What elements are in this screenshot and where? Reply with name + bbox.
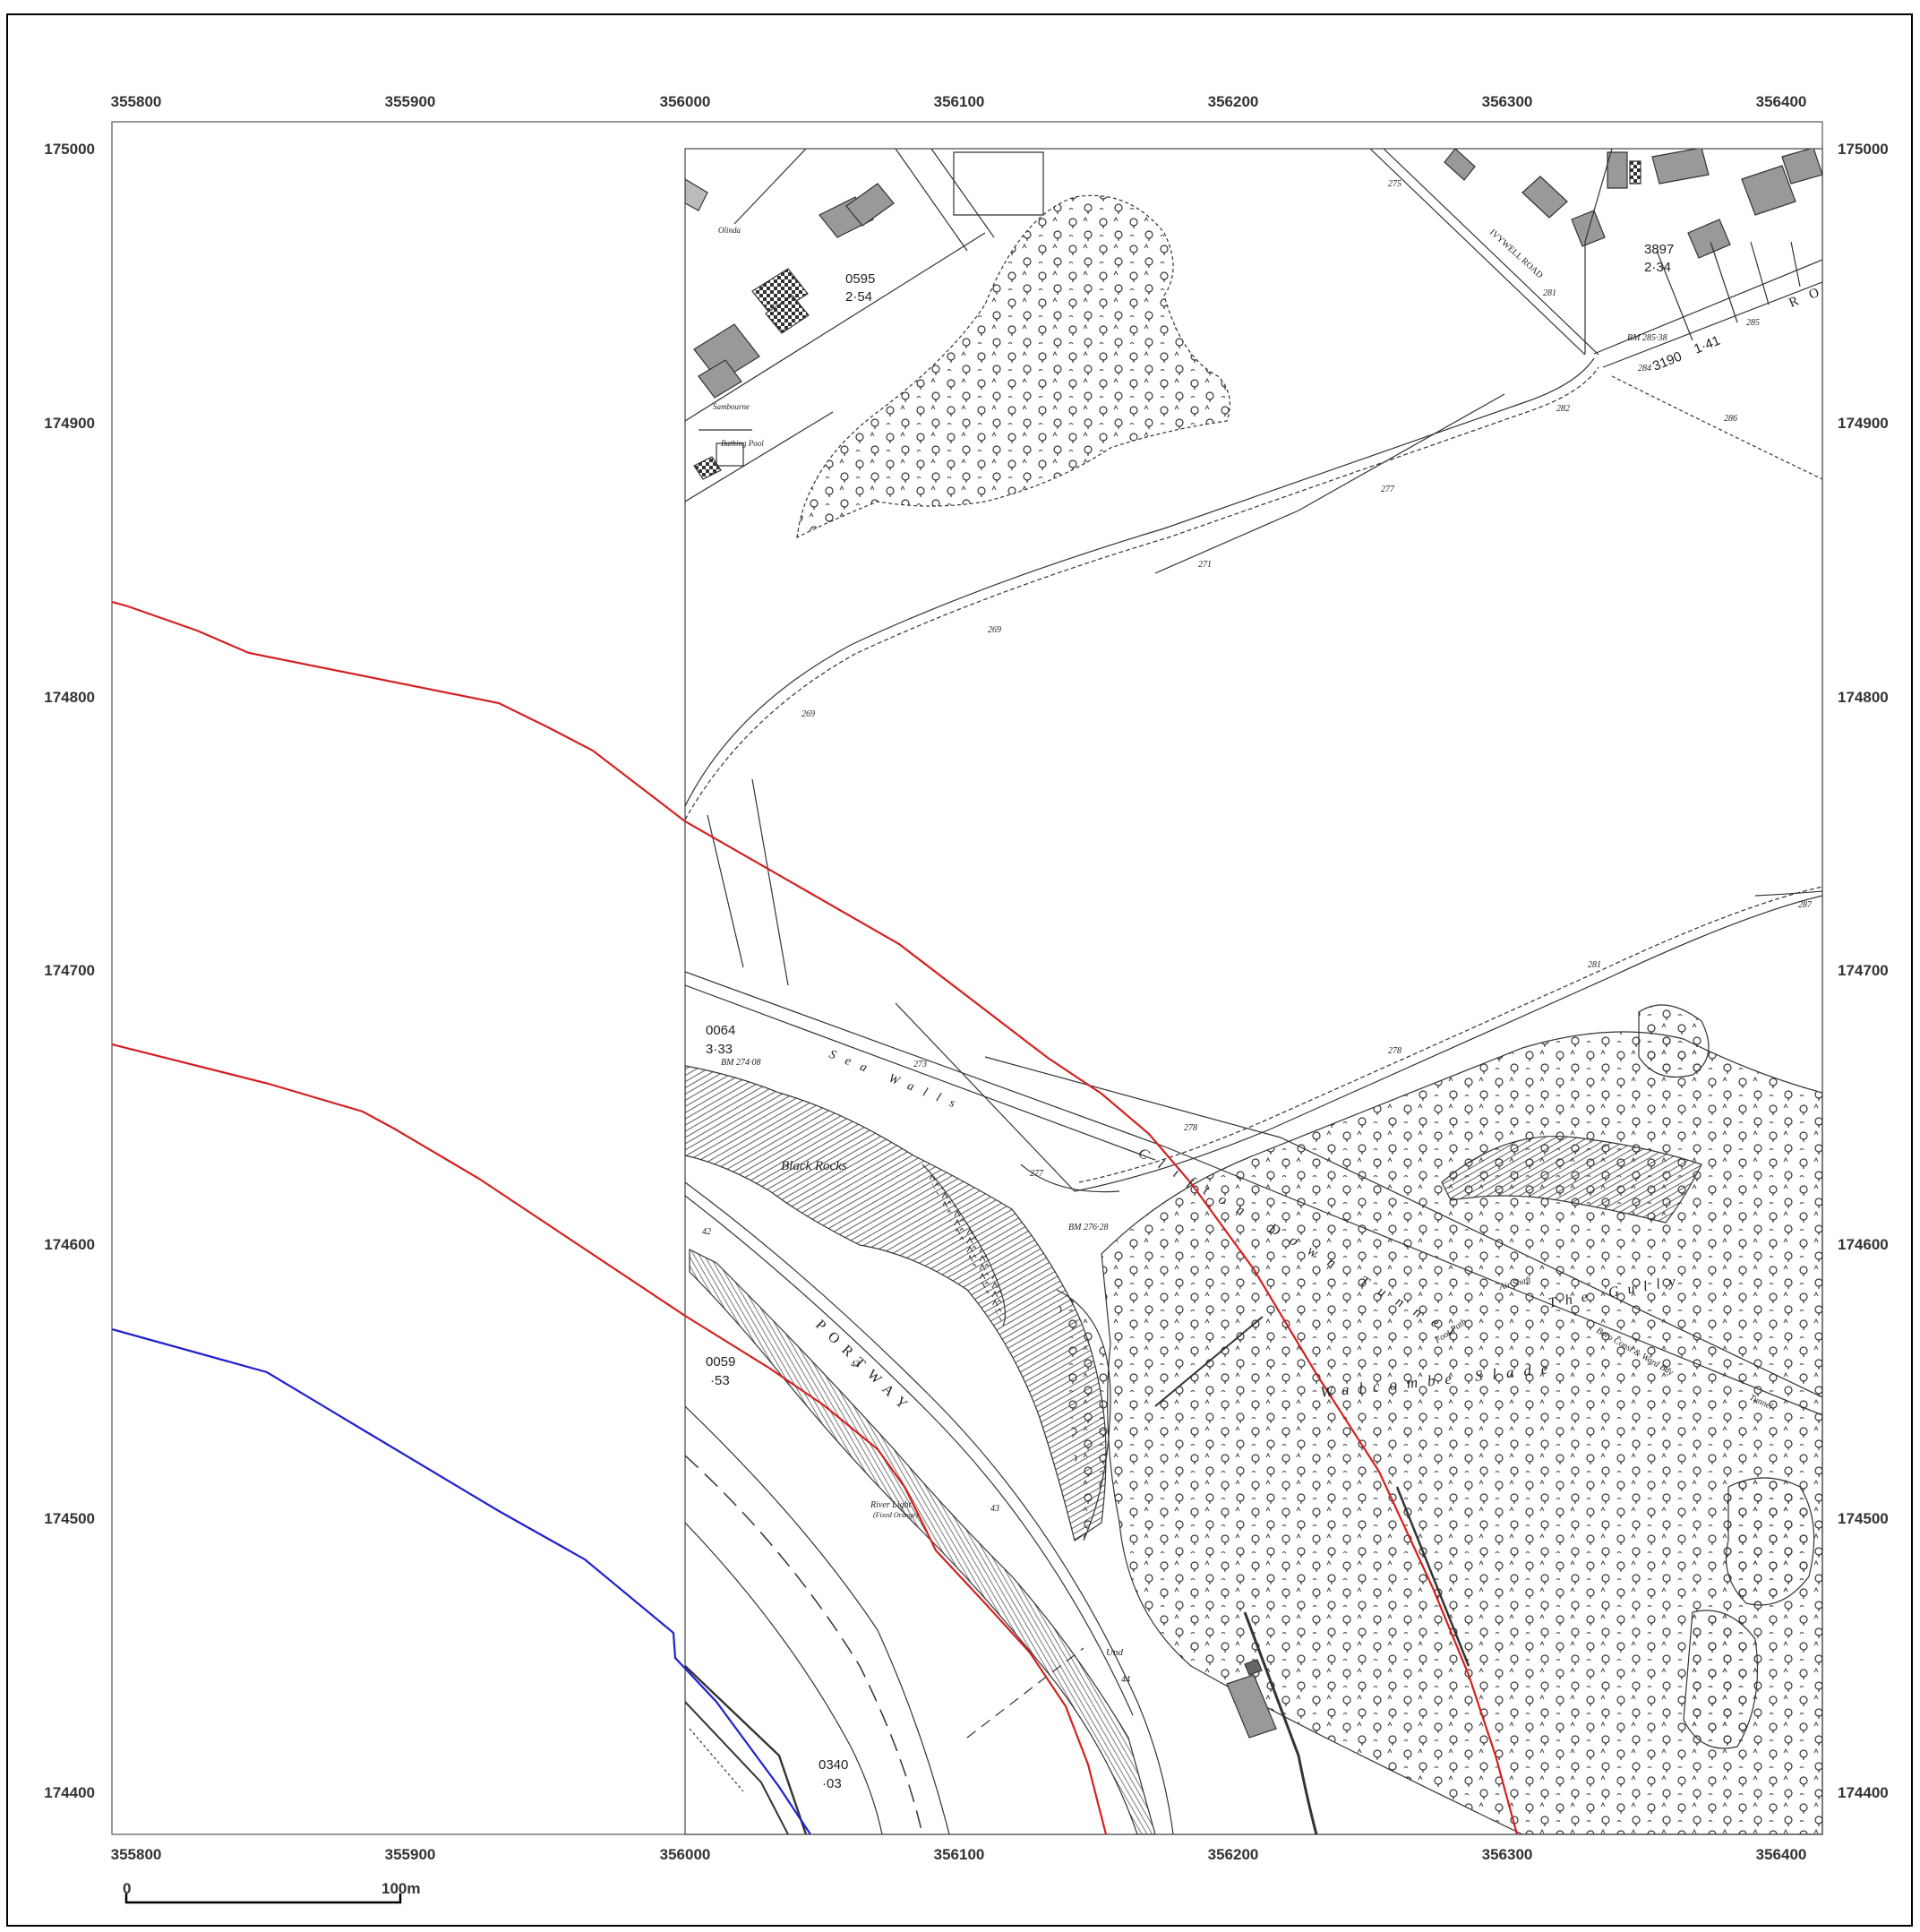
parcel-num: 3897 (1644, 242, 1674, 257)
spot-height: 287 (1798, 900, 1813, 910)
label-black-rocks: Black Rocks (781, 1159, 847, 1173)
spot-height: 42 (702, 1227, 711, 1237)
x-tick-label: 356100 (934, 1846, 985, 1863)
label-river-light-note: (Fixed Orange) (873, 1511, 918, 1519)
spot-height: 281 (1543, 288, 1556, 298)
label-olinda: Olinda (718, 226, 741, 235)
portway-embankment (689, 1249, 1156, 1834)
black-rocks-cliff (685, 1065, 1107, 1541)
y-axis-right: 175000 174900 174800 174700 174600 17450… (1838, 141, 1889, 1801)
boundaries (111, 600, 1519, 1835)
y-tick-label: 175000 (44, 141, 95, 158)
spot-height: 282 (1556, 404, 1570, 414)
x-tick-label: 356300 (1482, 1846, 1533, 1863)
woodland-top (796, 194, 1230, 539)
parcel-area: 3·33 (706, 1042, 733, 1057)
railway (685, 357, 1822, 1193)
gully-cliff (1441, 1135, 1702, 1224)
spot-height: 273 (913, 1060, 927, 1069)
spot-height: 275 (1388, 179, 1401, 189)
scale-end-label: 100m (381, 1880, 420, 1897)
label-bm-1: BM 274·08 (721, 1058, 760, 1068)
y-tick-label: 174800 (1838, 689, 1889, 706)
y-tick-label: 174700 (44, 962, 95, 979)
x-tick-label: 355800 (111, 93, 162, 110)
spot-height: 277 (1381, 485, 1395, 494)
parcel-area: ·03 (822, 1776, 842, 1791)
scale-start-label: 0 (123, 1880, 131, 1897)
spot-height: 269 (988, 625, 1001, 635)
parcel-num: 0595 (845, 271, 875, 287)
outer-border (6, 13, 1913, 1927)
spot-height: 278 (1184, 1123, 1197, 1133)
spot-height: 44 (1121, 1675, 1130, 1685)
map-linework (685, 149, 1822, 1834)
x-axis-top: 355800 355900 356000 356100 356200 35630… (111, 93, 1807, 110)
x-tick-label: 356200 (1208, 1846, 1259, 1863)
label-und: Und (1106, 1647, 1123, 1658)
y-tick-label: 174400 (44, 1784, 95, 1801)
y-tick-label: 174900 (1838, 415, 1889, 432)
x-tick-label: 356300 (1482, 93, 1533, 110)
y-tick-label: 174600 (44, 1236, 95, 1253)
x-tick-label: 355900 (385, 1846, 436, 1863)
x-tick-label: 356000 (660, 1846, 711, 1863)
spot-height: 277 (1030, 1169, 1044, 1179)
parcel-num: 0064 (706, 1023, 735, 1038)
x-tick-label: 356400 (1756, 1846, 1807, 1863)
y-tick-label: 175000 (1838, 141, 1889, 158)
spot-height: 285 (1746, 318, 1760, 328)
spot-height: 269 (801, 709, 815, 719)
label-bm-3: BM 285·38 (1627, 333, 1667, 343)
x-tick-label: 356200 (1208, 93, 1259, 110)
parcel-area: 2·34 (1644, 260, 1671, 275)
spot-height: 281 (1588, 960, 1601, 970)
parcel-area: 2·54 (845, 289, 872, 305)
x-tick-label: 356000 (660, 93, 711, 110)
red-boundary-lower (111, 1043, 1108, 1835)
y-tick-label: 174800 (44, 689, 95, 706)
label-bathing-pool: Bathing Pool (721, 439, 764, 448)
spot-height: 284 (1638, 364, 1651, 374)
spot-height: 43 (851, 1360, 860, 1370)
parcel-num: 0059 (706, 1354, 735, 1370)
scale-bar: 0 100m (123, 1880, 420, 1904)
house-blocks (685, 149, 1044, 502)
spot-height: 271 (1198, 560, 1212, 570)
y-tick-label: 174700 (1838, 962, 1889, 979)
label-sambourne: Sambourne (713, 402, 750, 411)
x-axis-bottom: 355800 355900 356000 356100 356200 35630… (111, 1846, 1807, 1863)
y-tick-label: 174900 (44, 415, 95, 432)
x-tick-label: 356400 (1756, 93, 1807, 110)
red-boundary-upper (111, 600, 1519, 1835)
label-river-light: River Light (870, 1500, 911, 1510)
y-tick-label: 174500 (44, 1510, 95, 1527)
x-tick-label: 356100 (934, 93, 985, 110)
blue-boundary (111, 1327, 811, 1835)
house-blocks-right (1369, 149, 1822, 480)
parcel-area: ·53 (710, 1373, 730, 1388)
spot-height: 278 (1388, 1046, 1401, 1056)
woodland-slade (1101, 1031, 1822, 1834)
x-tick-label: 355900 (385, 93, 436, 110)
x-tick-label: 355800 (111, 1846, 162, 1863)
spot-height: 286 (1724, 414, 1737, 424)
parcel-num: 0340 (819, 1757, 848, 1773)
spot-height: 43 (990, 1504, 999, 1514)
label-bm-2: BM 276·28 (1068, 1223, 1108, 1232)
y-tick-label: 174400 (1838, 1784, 1889, 1801)
y-tick-label: 174500 (1838, 1510, 1889, 1527)
y-axis-left: 175000 174900 174800 174700 174600 17450… (44, 141, 95, 1801)
y-tick-label: 174600 (1838, 1236, 1889, 1253)
scale-bar-line (124, 1893, 402, 1904)
